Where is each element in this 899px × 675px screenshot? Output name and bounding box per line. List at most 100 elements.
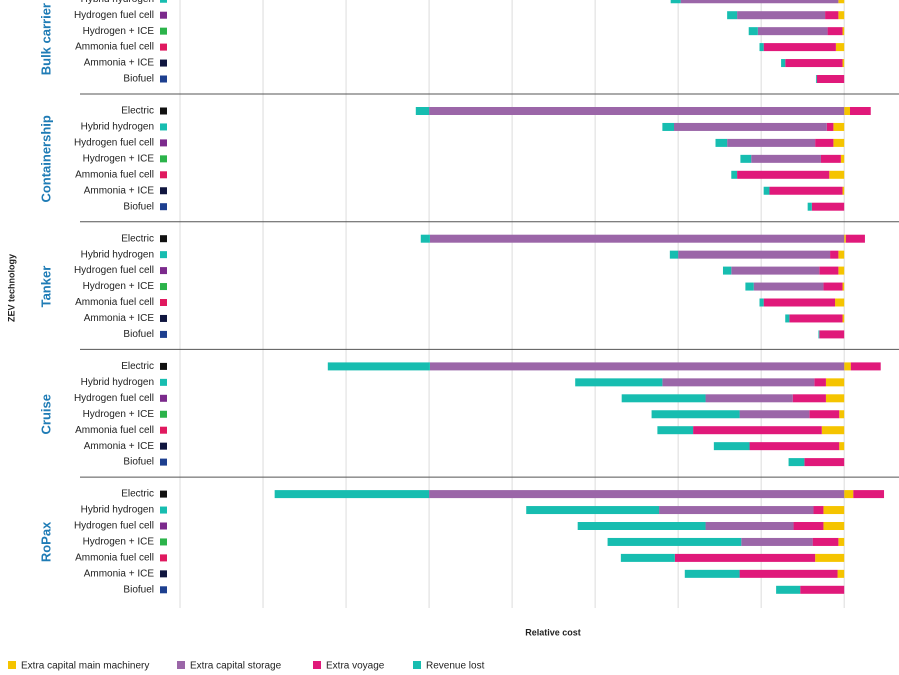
bar-segment <box>835 298 845 307</box>
legend-label: Extra capital main machinery <box>21 661 149 672</box>
category-marker <box>160 171 167 179</box>
category-marker <box>160 554 167 562</box>
category-marker <box>160 426 167 434</box>
category-marker <box>160 506 167 514</box>
bar-segment <box>759 298 764 307</box>
category-label: Ammonia + ICE <box>84 441 155 452</box>
category-label: Hydrogen fuel cell <box>74 10 154 21</box>
bar-segment <box>844 234 846 243</box>
bar-segment <box>804 458 845 467</box>
bar-segment <box>781 59 786 68</box>
category-marker <box>160 442 167 450</box>
bar-segment <box>823 506 845 515</box>
category-label: Hydrogen + ICE <box>83 281 155 292</box>
bar-segment <box>788 458 805 467</box>
category-label: Electric <box>121 106 154 117</box>
category-marker <box>160 299 167 306</box>
category-label: Hybrid hydrogen <box>81 377 154 388</box>
bar-segment <box>678 250 831 259</box>
legend-swatch <box>313 661 321 669</box>
category-marker <box>160 330 167 338</box>
legend-label: Revenue lost <box>426 661 485 672</box>
category-label: Ammonia + ICE <box>84 58 155 69</box>
bar-segment <box>748 27 758 36</box>
bar-segment <box>749 442 840 451</box>
category-marker <box>160 59 167 67</box>
category-marker <box>160 0 167 3</box>
bar-segment <box>792 394 826 403</box>
bar-segment <box>741 537 813 546</box>
bar-segment <box>839 442 845 451</box>
bar-segment <box>839 410 845 419</box>
category-label: Hydrogen + ICE <box>83 153 155 164</box>
bar-segment <box>825 378 845 387</box>
category-marker <box>160 75 167 83</box>
category-marker <box>160 139 167 147</box>
category-label: Electric <box>121 233 154 244</box>
bar-segment <box>274 490 430 499</box>
bar-segment <box>753 282 824 291</box>
category-marker <box>160 410 167 418</box>
category-marker <box>160 267 167 275</box>
bar-segment <box>693 426 822 435</box>
bar-segment <box>785 314 790 323</box>
bar-segment <box>825 394 845 403</box>
bar-segment <box>813 506 824 515</box>
bar-segment <box>830 250 839 259</box>
category-marker <box>160 251 167 259</box>
legend-label: Extra voyage <box>326 661 385 672</box>
bar-segment <box>849 107 871 115</box>
bar-segment <box>662 378 815 387</box>
category-marker <box>160 570 167 578</box>
bar-segment <box>842 186 845 195</box>
bar-segment <box>705 522 794 530</box>
bar-segment <box>740 154 752 163</box>
bar-segment <box>607 537 742 546</box>
category-label: Ammonia + ICE <box>84 185 155 196</box>
category-marker <box>160 394 167 402</box>
bar-segment <box>737 170 830 179</box>
y-axis-label: ZEV technology <box>6 254 16 322</box>
bar-segment <box>657 426 694 435</box>
bar-segment <box>825 11 839 20</box>
bar-segment <box>844 490 854 499</box>
category-label: Ammonia + ICE <box>84 568 155 579</box>
bar-segment <box>815 553 845 562</box>
bar-segment <box>763 43 836 52</box>
bar-segment <box>757 27 828 36</box>
bar-segment <box>526 506 660 515</box>
category-label: Ammonia fuel cell <box>75 42 154 53</box>
bar-segment <box>420 234 430 243</box>
category-label: Ammonia fuel cell <box>75 425 154 436</box>
bar-segment <box>577 522 706 530</box>
bar-segment <box>429 234 845 243</box>
category-marker <box>160 203 167 211</box>
category-label: Hydrogen + ICE <box>83 537 155 548</box>
bar-segment <box>763 298 836 307</box>
bar-segment <box>727 138 816 147</box>
bar-segment <box>620 553 675 562</box>
category-label: Biofuel <box>123 201 154 212</box>
category-label: Hydrogen fuel cell <box>74 393 154 404</box>
category-marker <box>160 586 167 594</box>
category-label: Hydrogen + ICE <box>83 26 155 37</box>
bar-segment <box>793 522 824 530</box>
bar-segment <box>575 378 663 387</box>
bar-segment <box>429 362 845 371</box>
bar-segment <box>737 11 826 20</box>
bar-segment <box>327 362 430 371</box>
bar-segment <box>838 11 845 20</box>
category-marker <box>160 107 167 115</box>
category-label: Biofuel <box>123 457 154 468</box>
category-marker <box>160 378 167 386</box>
bar-segment <box>816 75 845 83</box>
bar-segment <box>838 250 845 259</box>
bar-segment <box>722 266 732 275</box>
bar-segment <box>759 43 764 52</box>
category-label: Hybrid hydrogen <box>81 122 154 133</box>
bar-segment <box>844 362 851 371</box>
category-label: Biofuel <box>123 584 154 595</box>
category-label: Hydrogen fuel cell <box>74 521 154 532</box>
category-label: Ammonia fuel cell <box>75 169 154 180</box>
bar-segment <box>669 250 679 259</box>
